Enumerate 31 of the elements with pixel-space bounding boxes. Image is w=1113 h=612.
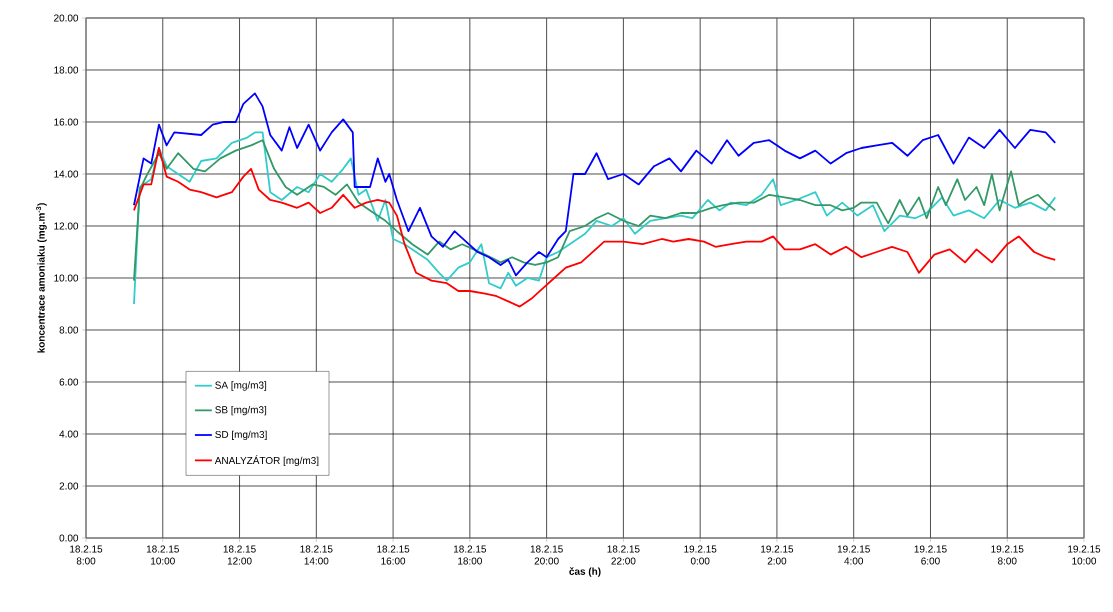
y-tick-label: 8.00: [59, 326, 79, 334]
x-tick-label: 19.2.15 2:00: [761, 545, 794, 565]
x-tick-label: 18.2.15 8:00: [70, 545, 103, 565]
x-tick-label: 19.2.15 6:00: [914, 545, 947, 565]
x-tick-label: 18.2.15 14:00: [300, 545, 333, 565]
y-tick-label: 6.00: [59, 378, 79, 386]
y-tick-label: 2.00: [59, 482, 79, 490]
x-tick-label: 18.2.15 20:00: [530, 545, 563, 565]
x-tick-label: 18.2.15 22:00: [607, 545, 640, 565]
y-tick-label: 18.00: [54, 66, 79, 74]
x-tick-label: 18.2.15 12:00: [223, 545, 256, 565]
x-tick-label: 19.2.15 4:00: [837, 545, 870, 565]
legend-label: SB [mg/m3]: [215, 406, 267, 416]
legend-label: SD [mg/m3]: [215, 430, 267, 440]
legend-label: SA [mg/m3]: [215, 381, 267, 391]
x-tick-label: 18.2.15 18:00: [454, 545, 487, 565]
y-tick-label: 4.00: [59, 430, 79, 438]
y-tick-label: 10.00: [54, 274, 79, 282]
legend-label: ANALYZÁTOR [mg/m3]: [214, 455, 319, 467]
x-tick-label: 18.2.15 16:00: [377, 545, 410, 565]
y-tick-label: 20.00: [54, 14, 79, 22]
x-tick-label: 19.2.15 0:00: [684, 545, 717, 565]
x-tick-label: 19.2.15 8:00: [991, 545, 1024, 565]
y-tick-label: 14.00: [54, 170, 79, 178]
x-tick-label: 18.2.15 10:00: [146, 545, 179, 565]
x-tick-label: 19.2.15 10:00: [1068, 545, 1101, 565]
y-tick-label: 12.00: [54, 222, 79, 230]
y-axis-title: koncentrace amoniaku (mg.m$^{-3}$): [36, 203, 47, 353]
y-tick-label: 0.00: [59, 534, 79, 542]
y-tick-label: 16.00: [54, 118, 79, 126]
x-axis-title: čas (h): [569, 567, 601, 577]
